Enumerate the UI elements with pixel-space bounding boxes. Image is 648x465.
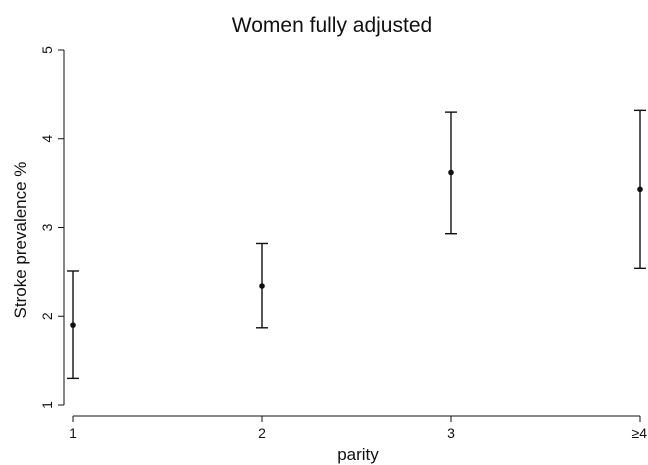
data-point bbox=[637, 186, 643, 193]
y-tick-label: 4 bbox=[39, 135, 55, 143]
y-tick-label: 1 bbox=[39, 401, 55, 409]
y-axis: 1 2 3 4 5 bbox=[39, 46, 65, 409]
x-tick-label: 2 bbox=[258, 425, 266, 441]
chart-title: Women fully adjusted bbox=[232, 14, 432, 37]
chart-marks bbox=[67, 109, 646, 380]
x-axis-title: parity bbox=[337, 445, 379, 464]
x-tick-label: 3 bbox=[447, 425, 455, 441]
y-tick-label: 2 bbox=[39, 312, 55, 320]
y-tick-label: 3 bbox=[39, 223, 55, 231]
y-tick-label: 5 bbox=[39, 46, 55, 54]
x-tick-label: ≥4 bbox=[632, 425, 648, 441]
y-axis-title: Stroke prevalence % bbox=[11, 162, 30, 319]
data-point bbox=[70, 322, 76, 328]
x-axis: 1 2 3 ≥4 bbox=[69, 415, 648, 441]
data-point bbox=[259, 283, 265, 289]
x-tick-label: 1 bbox=[69, 425, 77, 441]
data-point bbox=[448, 169, 454, 176]
